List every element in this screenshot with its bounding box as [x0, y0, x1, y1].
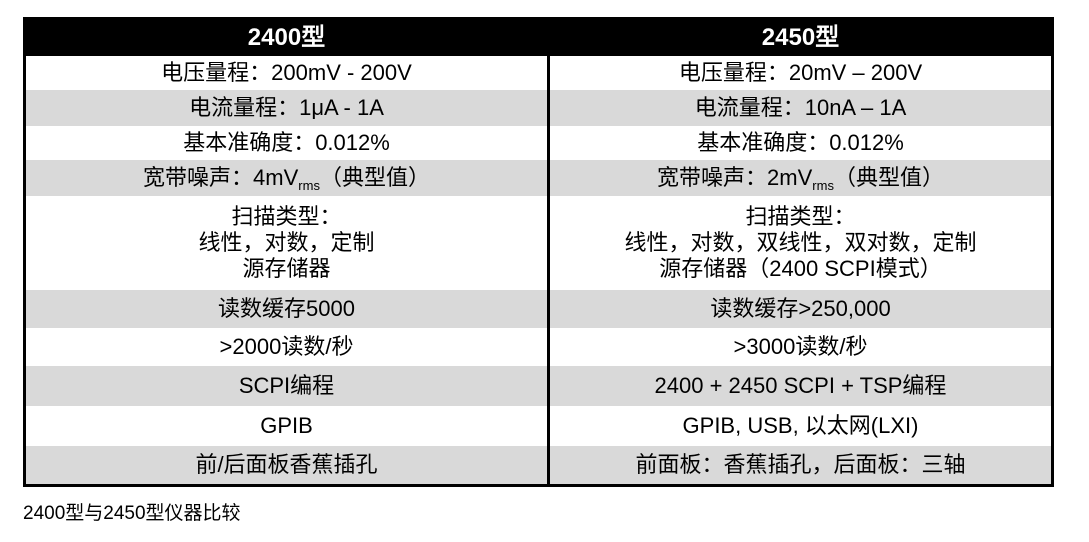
cell-2450-voltage-range: 电压量程：20mV – 200V: [550, 56, 1051, 90]
header-2450: 2450型: [550, 20, 1051, 56]
cell-2450-interface: GPIB, USB, 以太网(LXI): [550, 406, 1051, 446]
cell-2450-noise: 宽带噪声：2mV rms （典型值）: [550, 160, 1051, 196]
table-row: 电压量程：200mV - 200V 电压量程：20mV – 200V: [26, 56, 1051, 90]
table-header-row: 2400型 2450型: [26, 20, 1051, 56]
header-2400: 2400型: [26, 20, 550, 56]
table-row: 电流量程：1μA - 1A 电流量程：10nA – 1A: [26, 90, 1051, 126]
cell-2450-terminals: 前面板：香蕉插孔，后面板：三轴: [550, 446, 1051, 484]
cell-2400-noise: 宽带噪声：4mV rms （典型值）: [26, 160, 550, 196]
cell-2400-current-range: 电流量程：1μA - 1A: [26, 90, 550, 126]
sweep-line: 源存储器（2400 SCPI模式）: [659, 256, 942, 281]
noise-text: 宽带噪声：2mV: [657, 165, 813, 190]
noise-text: 宽带噪声：4mV: [143, 165, 299, 190]
sweep-line: 扫描类型：: [745, 204, 856, 229]
cell-2400-terminals: 前/后面板香蕉插孔: [26, 446, 550, 484]
table-row: 扫描类型： 线性，对数，定制 源存储器 扫描类型： 线性，对数，双线性，双对数，…: [26, 196, 1051, 290]
cell-2450-sweep: 扫描类型： 线性，对数，双线性，双对数，定制 源存储器（2400 SCPI模式）: [550, 196, 1051, 290]
table-row: >2000读数/秒 >3000读数/秒: [26, 328, 1051, 366]
comparison-table: 2400型 2450型 电压量程：200mV - 200V 电压量程：20mV …: [23, 17, 1054, 487]
sweep-line: 源存储器: [242, 256, 331, 281]
noise-subscript: rms: [298, 178, 320, 193]
cell-2450-programming: 2400 + 2450 SCPI + TSP编程: [550, 366, 1051, 406]
noise-note: （典型值）: [833, 165, 944, 190]
noise-subscript: rms: [812, 178, 834, 193]
table-row: 宽带噪声：4mV rms （典型值） 宽带噪声：2mV rms （典型值）: [26, 160, 1051, 196]
cell-2450-buffer: 读数缓存>250,000: [550, 290, 1051, 328]
table-row: 读数缓存5000 读数缓存>250,000: [26, 290, 1051, 328]
cell-2450-accuracy: 基本准确度：0.012%: [550, 126, 1051, 160]
table-caption: 2400型与2450型仪器比较: [23, 503, 241, 524]
cell-2400-accuracy: 基本准确度：0.012%: [26, 126, 550, 160]
cell-2400-buffer: 读数缓存5000: [26, 290, 550, 328]
sweep-line: 线性，对数，定制: [198, 230, 375, 255]
cell-2450-reading-rate: >3000读数/秒: [550, 328, 1051, 366]
sweep-line: 扫描类型：: [231, 204, 342, 229]
table-row: 前/后面板香蕉插孔 前面板：香蕉插孔，后面板：三轴: [26, 446, 1051, 484]
sweep-line: 线性，对数，双线性，双对数，定制: [624, 230, 977, 255]
cell-2450-current-range: 电流量程：10nA – 1A: [550, 90, 1051, 126]
cell-2400-sweep: 扫描类型： 线性，对数，定制 源存储器: [26, 196, 550, 290]
table-row: GPIB GPIB, USB, 以太网(LXI): [26, 406, 1051, 446]
table-row: 基本准确度：0.012% 基本准确度：0.012%: [26, 126, 1051, 160]
cell-2400-programming: SCPI编程: [26, 366, 550, 406]
cell-2400-interface: GPIB: [26, 406, 550, 446]
noise-note: （典型值）: [319, 165, 430, 190]
table-row: SCPI编程 2400 + 2450 SCPI + TSP编程: [26, 366, 1051, 406]
cell-2400-reading-rate: >2000读数/秒: [26, 328, 550, 366]
cell-2400-voltage-range: 电压量程：200mV - 200V: [26, 56, 550, 90]
